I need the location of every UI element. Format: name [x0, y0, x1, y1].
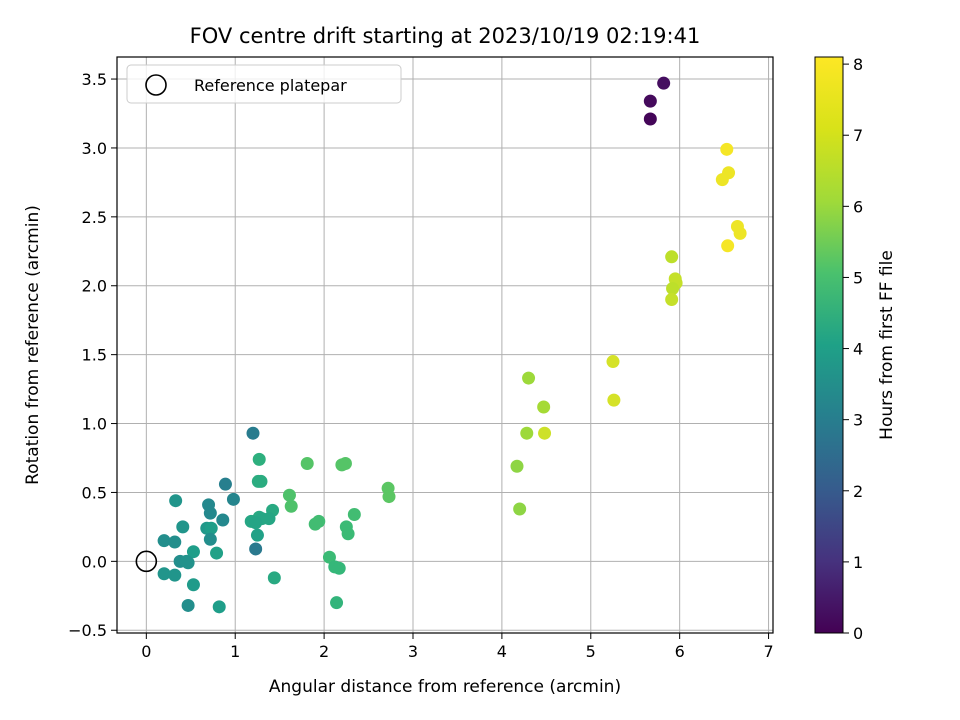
data-point [606, 355, 620, 369]
y-tick-label: 3.5 [82, 70, 107, 89]
y-tick-label: 1.5 [82, 346, 107, 365]
colorbar-ticks: 0 1 2 3 4 5 6 7 8 [843, 55, 863, 643]
y-axis-ticks: −0.5 0.0 0.5 1.0 1.5 2.0 2.5 3.0 3.5 [68, 70, 117, 640]
data-point [203, 506, 217, 520]
data-point [720, 142, 734, 156]
data-point [168, 568, 182, 582]
x-tick-label: 1 [230, 642, 240, 661]
data-point [715, 173, 729, 187]
colorbar-tick-label: 3 [853, 411, 863, 430]
x-tick-label: 7 [763, 642, 773, 661]
data-point [249, 516, 263, 530]
data-point [249, 542, 263, 556]
colorbar-gradient [814, 56, 844, 634]
colorbar-tick-label: 7 [853, 126, 863, 145]
data-points [157, 76, 747, 614]
data-point [733, 226, 747, 240]
data-point [226, 492, 240, 506]
data-point [513, 502, 527, 516]
data-point [284, 499, 298, 513]
data-point [665, 293, 679, 307]
data-point [347, 507, 361, 521]
data-point [186, 545, 200, 559]
colorbar-tick-label: 5 [853, 268, 863, 287]
y-tick-label: 3.0 [82, 139, 107, 158]
data-point [721, 239, 735, 253]
colorbar-tick-label: 8 [853, 55, 863, 74]
x-tick-label: 3 [408, 642, 418, 661]
colorbar-label: Hours from first FF file [877, 250, 897, 440]
colorbar-tick-label: 6 [853, 197, 863, 216]
data-point [308, 517, 322, 531]
legend-entry-reference: Reference platepar [194, 76, 347, 95]
x-axis-ticks: 0 1 2 3 4 5 6 7 [141, 633, 774, 661]
y-tick-label: 2.0 [82, 277, 107, 296]
y-tick-label: 0.0 [82, 552, 107, 571]
data-point [176, 520, 190, 534]
data-point [246, 426, 260, 440]
data-point [216, 513, 230, 527]
colorbar: 0 1 2 3 4 5 6 7 8 Hours from first FF file [814, 55, 897, 643]
data-point [204, 521, 218, 535]
data-point [332, 561, 346, 575]
data-point [181, 556, 195, 570]
data-point [157, 534, 171, 548]
colorbar-tick-label: 4 [853, 340, 863, 359]
x-tick-label: 2 [319, 642, 329, 661]
chart-title: FOV centre drift starting at 2023/10/19 … [190, 24, 701, 48]
data-point [181, 598, 195, 612]
data-point [186, 578, 200, 592]
plot-frame [116, 56, 774, 634]
y-tick-label: 1.0 [82, 415, 107, 434]
data-point [382, 490, 396, 504]
data-point [537, 400, 551, 414]
y-tick-label: −0.5 [68, 621, 107, 640]
data-point [210, 546, 224, 560]
data-point [330, 596, 344, 610]
grid [117, 57, 773, 633]
data-point [157, 567, 171, 581]
legend-box [126, 64, 402, 104]
y-tick-label: 0.5 [82, 483, 107, 502]
data-point [510, 459, 524, 473]
y-axis-label: Rotation from reference (arcmin) [23, 205, 43, 485]
legend-marker-reference [145, 74, 167, 96]
data-point [168, 535, 182, 549]
data-point [657, 76, 671, 90]
data-point [335, 458, 349, 472]
x-tick-label: 5 [586, 642, 596, 661]
x-tick-label: 6 [675, 642, 685, 661]
data-point [254, 474, 268, 488]
data-point [666, 282, 680, 296]
data-point [212, 600, 226, 614]
data-point [341, 527, 355, 541]
data-point [252, 452, 266, 466]
data-point [665, 250, 679, 264]
colorbar-tick-label: 1 [853, 553, 863, 572]
data-point [607, 393, 621, 407]
x-axis-label: Angular distance from reference (arcmin) [269, 677, 621, 697]
y-tick-label: 2.5 [82, 208, 107, 227]
data-point [538, 426, 552, 440]
data-point [282, 488, 296, 502]
data-point [643, 112, 657, 126]
data-point [267, 571, 281, 585]
data-point [169, 494, 183, 508]
data-point [203, 532, 217, 546]
data-point [322, 550, 336, 564]
data-point [250, 528, 264, 542]
data-point [522, 371, 536, 385]
x-tick-label: 0 [141, 642, 151, 661]
legend: Reference platepar [126, 64, 402, 104]
data-point [218, 477, 232, 491]
data-point [300, 457, 314, 471]
reference-marker [135, 550, 158, 573]
x-tick-label: 4 [497, 642, 507, 661]
colorbar-tick-label: 0 [853, 624, 863, 643]
data-point [262, 512, 276, 526]
data-point [643, 94, 657, 108]
data-point [520, 426, 534, 440]
colorbar-tick-label: 2 [853, 482, 863, 501]
